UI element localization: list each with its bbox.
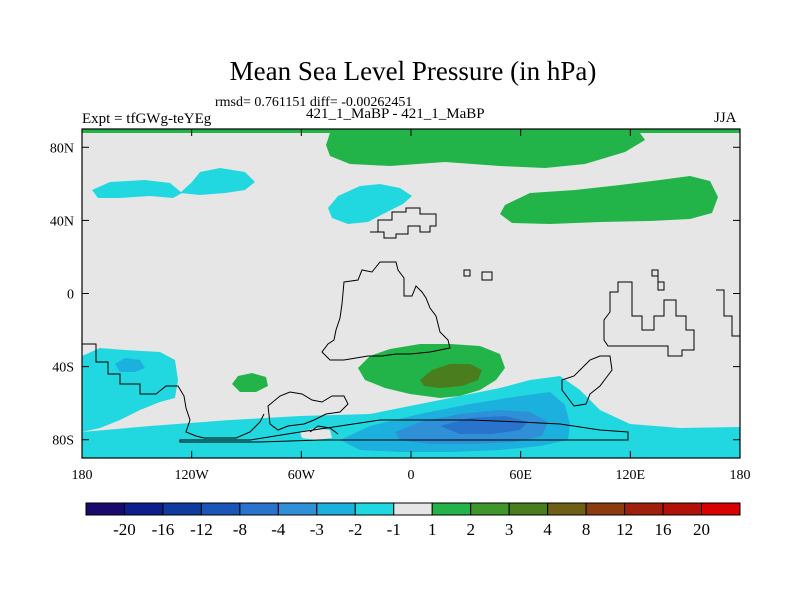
lon-tick-label: 180 bbox=[72, 468, 93, 483]
lon-tick-label: 180 bbox=[730, 468, 751, 483]
colorbar-label: 1 bbox=[428, 520, 437, 539]
lat-tick-label: 80N bbox=[50, 141, 74, 156]
colorbar-label: -1 bbox=[387, 520, 401, 539]
colorbar-swatch bbox=[163, 503, 201, 515]
lat-tick-label: 40S bbox=[52, 361, 74, 376]
colorbar-swatch bbox=[317, 503, 355, 515]
lon-tick-label: 60E bbox=[509, 468, 532, 483]
colorbar-label: 2 bbox=[466, 520, 475, 539]
colorbar-label: 12 bbox=[616, 520, 633, 539]
colorbar-label: -3 bbox=[310, 520, 324, 539]
lat-tick-label: 40N bbox=[50, 214, 74, 229]
colorbar-label: 20 bbox=[693, 520, 710, 539]
colorbar-swatch bbox=[625, 503, 663, 515]
colorbar-label: -8 bbox=[233, 520, 247, 539]
colorbar-label: -16 bbox=[152, 520, 175, 539]
colorbar-swatch bbox=[124, 503, 162, 515]
lat-tick-label: 80S bbox=[52, 434, 74, 449]
colorbar-label: 16 bbox=[655, 520, 672, 539]
colorbar-swatch bbox=[471, 503, 509, 515]
colorbar-label: -4 bbox=[271, 520, 286, 539]
colorbar-label: -12 bbox=[190, 520, 213, 539]
colorbar-label: 3 bbox=[505, 520, 514, 539]
lon-tick-label: 0 bbox=[408, 468, 415, 483]
colorbar-label: -2 bbox=[348, 520, 362, 539]
lon-tick-label: 120E bbox=[616, 468, 646, 483]
colorbar-swatch bbox=[509, 503, 547, 515]
colorbar: -20 -16 -12 -8 -4 -3 -2 -1 1 2 3 4 8 12 16 20 bbox=[86, 503, 740, 539]
lat-tick-label: 0 bbox=[67, 288, 74, 303]
colorbar-swatch bbox=[240, 503, 278, 515]
map-figure: 80N40N040S80S 180 120W 60W 0 60E 120E 180 -20-… bbox=[0, 0, 800, 600]
colorbar-swatch bbox=[432, 503, 470, 515]
colorbar-swatch bbox=[702, 503, 740, 515]
lon-tick-label: 60W bbox=[288, 468, 316, 483]
lon-tick-label: 120W bbox=[175, 468, 210, 483]
colorbar-label: -20 bbox=[113, 520, 136, 539]
colorbar-swatch bbox=[663, 503, 701, 515]
colorbar-swatch bbox=[86, 503, 124, 515]
colorbar-swatch bbox=[548, 503, 586, 515]
colorbar-label: 8 bbox=[582, 520, 591, 539]
colorbar-swatch bbox=[355, 503, 393, 515]
colorbar-swatch bbox=[394, 503, 432, 515]
colorbar-swatch bbox=[586, 503, 624, 515]
map-area bbox=[82, 129, 740, 458]
colorbar-label: 4 bbox=[543, 520, 552, 539]
colorbar-swatch bbox=[201, 503, 239, 515]
colorbar-swatch bbox=[278, 503, 316, 515]
